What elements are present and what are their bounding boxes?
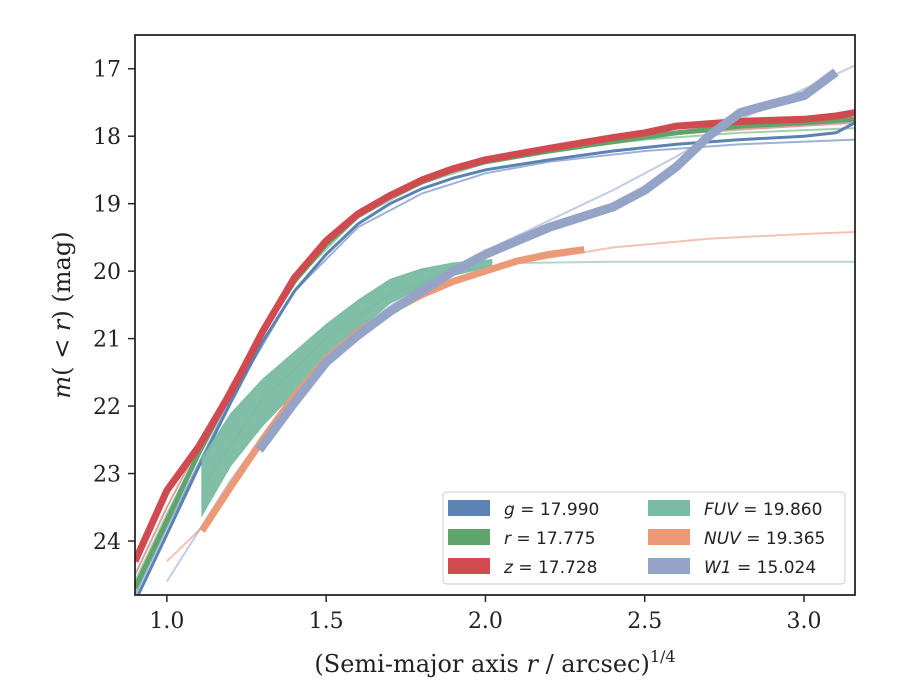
legend-swatch-fuv (648, 500, 690, 516)
y-tick-label: 23 (93, 463, 121, 488)
y-axis-label: m( < r) (mag) (48, 231, 76, 398)
x-tick-label: 3.0 (787, 609, 822, 634)
legend-swatch-w1 (648, 558, 690, 574)
legend-entry-g: g = 17.990 (504, 500, 599, 520)
y-tick-label: 22 (93, 395, 121, 420)
y-tick-label: 19 (93, 193, 121, 218)
data-band-g (136, 121, 855, 595)
legend-entry-nuv: NUV = 19.365 (704, 529, 825, 549)
legend-box (442, 491, 846, 585)
y-tick-label: 21 (93, 328, 121, 353)
y-tick-label: 17 (93, 58, 121, 83)
plot-frame (134, 34, 856, 596)
y-axis: 17 18 19 20 21 22 23 24 (93, 58, 135, 555)
x-axis: 1.0 1.5 2.0 2.5 3.0 (149, 595, 822, 634)
y-tick-label: 24 (93, 530, 121, 555)
legend: g = 17.990 r = 17.775 z = 17.728 FUV = 19.8… (442, 491, 846, 585)
x-tick-label: 1.5 (309, 609, 344, 634)
x-tick-label: 1.0 (149, 609, 184, 634)
x-axis-label: (Semi-major axis r / arcsec)1/4 (314, 647, 675, 678)
y-tick-label: 20 (93, 260, 121, 285)
y-tick-label: 18 (93, 125, 121, 150)
legend-entry-z: z = 17.728 (503, 558, 597, 578)
legend-swatch-r (448, 529, 490, 545)
legend-swatch-g (448, 500, 490, 516)
legend-swatch-nuv (648, 529, 690, 545)
x-tick-label: 2.5 (627, 609, 662, 634)
legend-entry-w1: W1 = 15.024 (704, 558, 816, 578)
x-tick-label: 2.0 (468, 609, 503, 634)
legend-entry-fuv: FUV = 19.860 (704, 500, 822, 520)
data-band-w1 (255, 68, 839, 453)
data-bands (135, 68, 855, 595)
legend-entry-r: r = 17.775 (504, 529, 596, 549)
legend-swatch-z (448, 558, 490, 574)
